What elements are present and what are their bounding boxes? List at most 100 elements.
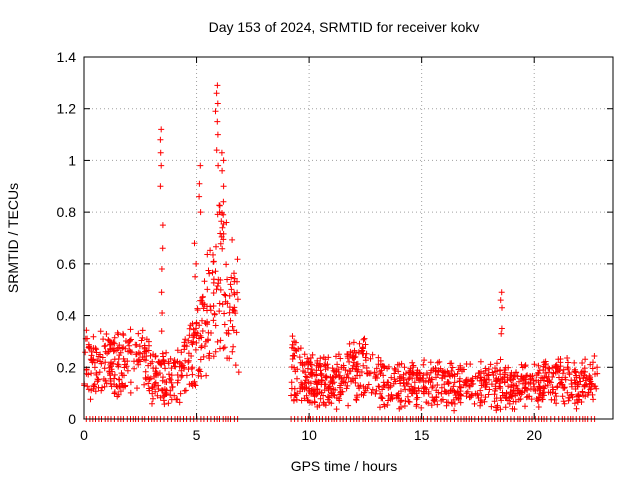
data-point — [339, 378, 346, 385]
data-point — [210, 251, 216, 258]
data-point — [522, 403, 528, 410]
data-point — [98, 387, 105, 394]
data-point — [457, 362, 464, 369]
data-point — [317, 360, 323, 367]
data-point — [291, 352, 298, 359]
data-point — [160, 357, 167, 364]
data-point — [581, 383, 588, 390]
data-point — [509, 405, 516, 412]
data-point — [590, 359, 596, 366]
data-point — [206, 270, 213, 277]
data-point — [554, 384, 560, 391]
data-point — [328, 378, 335, 384]
data-point — [480, 381, 487, 388]
data-point — [369, 386, 376, 393]
data-point — [181, 346, 188, 353]
data-point — [93, 349, 100, 356]
data-point — [214, 131, 221, 138]
data-point — [198, 343, 205, 349]
data-points — [81, 82, 601, 422]
data-point — [203, 338, 209, 345]
data-point — [430, 397, 437, 404]
data-point — [150, 395, 156, 402]
data-point — [307, 359, 313, 366]
data-point — [334, 361, 341, 368]
data-point — [82, 349, 89, 356]
data-point — [212, 108, 219, 115]
data-point — [179, 372, 186, 379]
data-point — [346, 340, 353, 347]
data-point — [353, 397, 360, 404]
data-point — [522, 385, 529, 392]
data-point — [582, 356, 589, 363]
data-point — [189, 371, 196, 378]
data-point — [95, 384, 102, 391]
data-point — [200, 353, 207, 360]
data-point — [193, 319, 200, 326]
data-point — [433, 394, 440, 401]
data-point — [171, 359, 178, 366]
data-point — [560, 370, 566, 377]
data-point — [135, 357, 142, 364]
data-point — [201, 278, 208, 285]
data-point — [202, 320, 209, 327]
data-point — [168, 365, 175, 372]
data-point — [493, 375, 500, 382]
data-point — [228, 274, 235, 281]
data-point — [210, 258, 217, 265]
data-point — [224, 300, 231, 307]
data-point — [87, 345, 94, 352]
data-point — [314, 380, 321, 387]
data-point — [439, 374, 446, 381]
data-point — [373, 387, 380, 394]
data-point — [378, 394, 385, 401]
data-point — [107, 361, 114, 368]
data-point — [214, 118, 221, 125]
data-point — [552, 369, 559, 376]
data-point — [122, 382, 129, 389]
data-point — [198, 373, 205, 380]
data-point — [367, 355, 374, 362]
data-point — [313, 362, 320, 369]
data-point — [499, 304, 505, 311]
data-point — [289, 344, 295, 351]
data-point — [489, 369, 496, 376]
data-point — [469, 377, 476, 384]
data-point — [360, 336, 367, 343]
data-point — [176, 359, 183, 366]
data-point — [168, 379, 175, 386]
data-point — [427, 359, 434, 366]
data-point — [88, 348, 95, 355]
data-point — [99, 354, 106, 361]
data-point — [301, 351, 308, 358]
data-point — [156, 358, 162, 365]
data-point — [157, 394, 164, 401]
data-point — [379, 395, 386, 402]
y-tick-label: 0 — [68, 411, 76, 427]
data-point — [322, 366, 329, 373]
data-point — [188, 339, 195, 346]
data-point — [169, 383, 176, 390]
data-point — [196, 180, 203, 187]
data-point — [134, 385, 140, 392]
data-point — [431, 398, 438, 405]
data-point — [185, 359, 192, 366]
data-point — [490, 372, 497, 379]
data-point — [196, 322, 203, 329]
data-point — [162, 379, 168, 385]
data-point — [356, 372, 363, 379]
data-point — [103, 331, 110, 337]
data-point — [158, 328, 165, 335]
data-point — [167, 392, 174, 399]
data-point — [219, 245, 226, 252]
data-point — [199, 294, 206, 301]
data-point — [408, 383, 415, 390]
data-point — [111, 356, 118, 363]
data-point — [533, 396, 540, 402]
data-point — [330, 386, 337, 393]
data-point — [181, 342, 188, 349]
data-point — [93, 370, 100, 376]
data-point — [349, 349, 356, 356]
data-point — [368, 389, 375, 396]
data-point — [337, 382, 344, 389]
